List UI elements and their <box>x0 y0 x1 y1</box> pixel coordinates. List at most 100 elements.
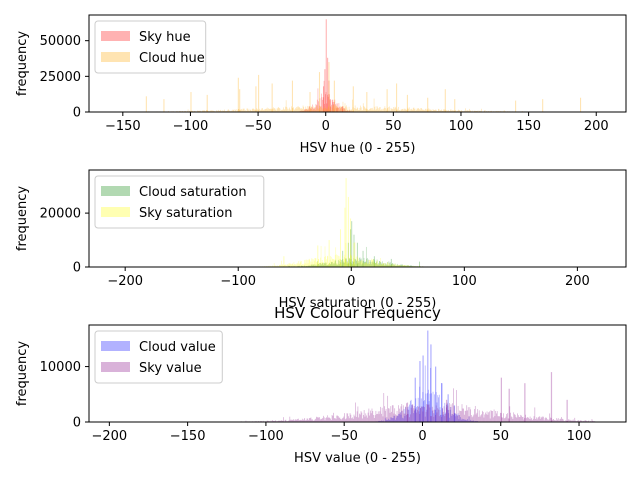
hist-bar <box>532 418 534 422</box>
hist-peak-bar <box>542 99 544 112</box>
hist-bar <box>498 416 500 422</box>
hist-bar <box>380 264 382 267</box>
hist-bar <box>297 106 298 112</box>
hist-bar <box>374 261 376 267</box>
hist-bar <box>295 108 296 112</box>
hist-bar <box>406 109 407 112</box>
hist-bar <box>389 263 390 267</box>
hist-bar <box>577 420 579 422</box>
hist-bar <box>321 107 323 112</box>
hist-bar <box>240 110 242 112</box>
hist-bar <box>455 416 457 422</box>
hist-bar <box>360 258 362 267</box>
hist-bar <box>449 406 451 422</box>
hist-bar <box>501 417 503 422</box>
hist-bar <box>278 107 280 112</box>
hist-bar <box>309 106 311 112</box>
hist-bar <box>394 263 396 267</box>
hist-bar <box>368 261 370 267</box>
hist-bar <box>399 265 400 267</box>
hist-bar <box>373 262 375 267</box>
hist-bar <box>306 418 308 422</box>
hist-bar <box>370 261 372 267</box>
hist-bar <box>491 110 493 112</box>
hist-bar <box>345 242 347 267</box>
hist-bar <box>381 263 382 267</box>
hist-bar <box>403 110 405 112</box>
hist-bar <box>431 410 433 422</box>
hist-bar <box>229 110 231 112</box>
hist-bar <box>528 417 529 422</box>
hist-bar <box>473 420 475 422</box>
hist-bar <box>303 264 304 267</box>
hist-bar <box>376 261 377 267</box>
hist-bar <box>319 262 321 267</box>
hist-bar <box>459 415 461 422</box>
hist-bar <box>399 265 401 267</box>
hist-bar <box>347 262 348 267</box>
hist-bar <box>398 405 399 422</box>
hist-bar <box>344 103 346 112</box>
hist-bar <box>443 406 445 422</box>
hist-bar <box>395 107 397 112</box>
hist-bar <box>402 264 403 267</box>
hist-bar <box>317 262 318 267</box>
hist-bar <box>348 262 350 267</box>
hist-bar <box>427 404 428 422</box>
hist-peak-bar <box>373 256 375 267</box>
hist-bar <box>387 262 389 267</box>
hist-bar <box>333 264 335 267</box>
hist-bar <box>546 417 547 422</box>
hist-bar <box>243 108 245 112</box>
hist-bar <box>308 258 310 267</box>
hist-bar <box>340 419 342 422</box>
hist-peak-bar <box>325 19 327 112</box>
hist-bar <box>270 108 272 112</box>
hist-bar <box>293 262 295 267</box>
hist-bar <box>328 416 330 422</box>
hist-bar <box>281 109 282 112</box>
hist-bar <box>367 263 369 267</box>
hist-bar <box>357 406 359 422</box>
hist-bar <box>403 409 405 422</box>
hist-bar <box>289 262 291 267</box>
hist-bar <box>348 106 350 112</box>
hist-bar <box>301 418 303 422</box>
legend-label: Cloud value <box>139 340 216 355</box>
hist-bar <box>504 110 505 112</box>
hist-bar <box>285 419 287 422</box>
hist-peak-bar <box>580 97 582 112</box>
hist-bar <box>347 110 349 112</box>
hist-bar <box>520 414 522 422</box>
hist-bar <box>383 108 384 112</box>
hist-bar <box>331 262 333 267</box>
hist-bar <box>397 265 399 267</box>
hist-bar <box>328 264 329 267</box>
hist-bar <box>245 420 247 422</box>
hist-bar <box>325 92 327 112</box>
hist-bar <box>404 108 406 112</box>
hist-peak-bar <box>419 361 421 422</box>
hist-bar <box>204 110 206 112</box>
hist-bar <box>270 420 272 422</box>
hist-bar <box>246 108 248 112</box>
hist-bar <box>375 263 376 267</box>
hist-bar <box>406 265 407 267</box>
hist-bar <box>399 412 401 422</box>
hist-bar <box>274 108 275 112</box>
hist-bar <box>316 416 317 422</box>
hist-bar <box>414 110 416 112</box>
hist-bar <box>307 265 309 267</box>
hist-bar <box>391 263 393 267</box>
hist-bar <box>512 418 514 422</box>
hist-bar <box>381 264 382 267</box>
hist-bar <box>424 110 426 112</box>
hist-bar <box>436 412 438 422</box>
hist-bar <box>355 259 357 267</box>
hist-bar <box>365 413 367 422</box>
hist-bar <box>345 258 346 267</box>
hist-bar <box>322 417 324 422</box>
hist-bar <box>413 410 415 422</box>
hist-bar <box>369 415 371 422</box>
